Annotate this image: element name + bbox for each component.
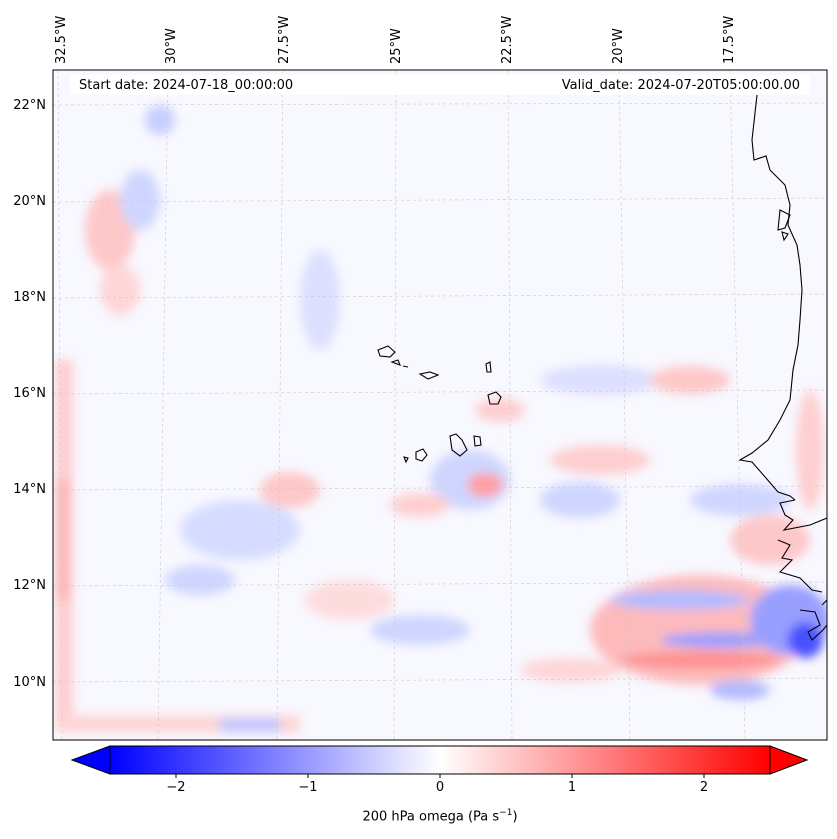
lat-label: 22°N [13, 98, 46, 113]
colorbar-tick-label: −2 [166, 780, 186, 795]
colorbar-label: 200 hPa omega (Pa s−1) [362, 808, 517, 824]
colorbar-tick-label: 0 [435, 780, 445, 795]
lat-label: 14°N [13, 482, 46, 497]
gridlines [53, 70, 827, 740]
valid-date-label: Valid_date: 2024-07-20T05:00:00.00 [561, 78, 800, 93]
lat-label: 12°N [13, 578, 46, 593]
lon-label: 17.5°W [722, 15, 737, 64]
lat-label: 10°N [13, 675, 46, 690]
lon-label: 20°W [611, 28, 626, 64]
lat-label: 16°N [13, 386, 46, 401]
colorbar-extend-high [769, 745, 809, 775]
colorbar-label-exponent: −1 [499, 808, 513, 818]
colorbar-label-text: 200 hPa omega (Pa s [362, 809, 500, 825]
lat-label: 20°N [13, 194, 46, 209]
lon-label: 27.5°W [277, 15, 292, 64]
coastlines [377, 94, 827, 641]
colorbar [70, 745, 809, 778]
colorbar-gradient [109, 745, 771, 775]
lon-label: 32.5°W [54, 15, 69, 64]
colorbar-tick-label: −1 [298, 780, 318, 795]
colorbar-tick-label: 2 [699, 780, 709, 795]
colorbar-label-close: ) [512, 809, 518, 825]
lat-label: 18°N [13, 290, 46, 305]
lon-label: 30°W [164, 28, 179, 64]
lon-label: 22.5°W [500, 15, 515, 64]
lon-label: 25°W [389, 28, 404, 64]
colorbar-extend-low [70, 745, 111, 775]
header-band [70, 75, 810, 95]
start-date-label: Start date: 2024-07-18_00:00:00 [79, 78, 294, 93]
colorbar-tick-label: 1 [567, 780, 577, 795]
